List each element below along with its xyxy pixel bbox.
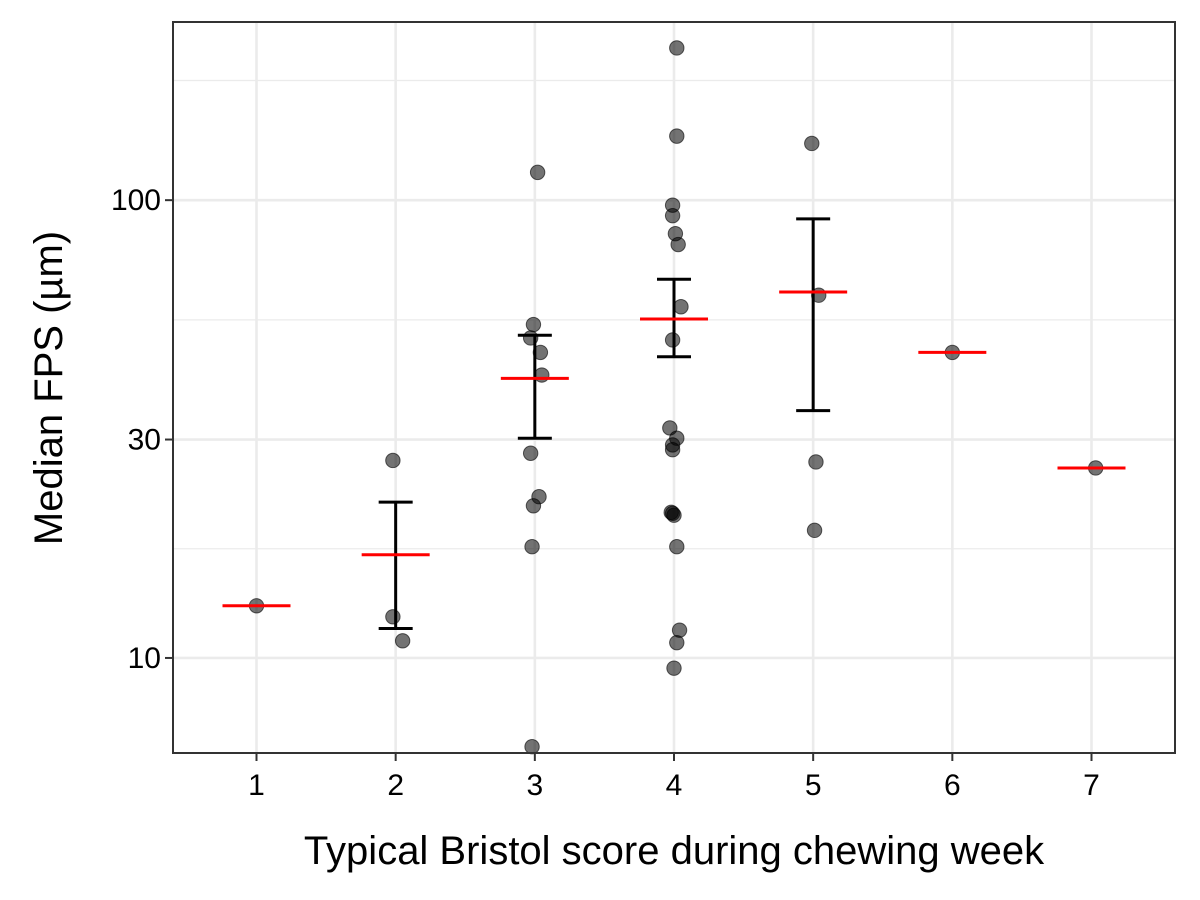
data-point: [806, 522, 823, 539]
x-tick-label: 4: [666, 769, 683, 802]
mean-lines: [222, 290, 1126, 608]
data-point: [532, 344, 549, 361]
error-bar: [378, 500, 413, 630]
x-tick-label: 2: [387, 769, 404, 802]
data-point: [670, 236, 686, 253]
data-point: [525, 498, 542, 514]
x-tick-label: 1: [248, 769, 265, 802]
data-point: [664, 442, 681, 458]
y-tick-label: 10: [128, 642, 161, 675]
y-axis-ticks: 10 30 100: [111, 184, 173, 675]
data-point: [666, 660, 682, 676]
data-point: [529, 164, 546, 181]
x-tick-label: 5: [805, 769, 822, 802]
x-tick-label: 3: [526, 769, 543, 802]
data-point: [524, 538, 540, 555]
y-tick-label: 30: [128, 424, 161, 457]
error-bar: [517, 333, 552, 440]
y-tick-label: 100: [111, 184, 161, 217]
data-point: [669, 634, 685, 651]
x-axis-ticks: 1 2 3 4 5 6 7: [248, 753, 1100, 802]
data-point: [385, 609, 401, 625]
data-point: [669, 128, 685, 144]
data-point: [525, 316, 542, 333]
data-point: [671, 622, 688, 638]
data-point: [673, 299, 689, 315]
data-point: [522, 445, 539, 461]
data-point: [669, 538, 685, 555]
data-point: [385, 452, 401, 469]
error-bar: [796, 217, 831, 413]
data-point: [524, 738, 540, 755]
data-point: [808, 454, 824, 470]
y-axis-title: Median FPS (µm): [27, 231, 71, 545]
x-axis-title: Typical Bristol score during chewing wee…: [304, 829, 1045, 873]
data-point: [666, 507, 682, 523]
data-point: [669, 40, 685, 56]
error-bars: [378, 217, 831, 630]
data-point: [394, 633, 411, 649]
data-point: [534, 367, 550, 383]
data-point: [804, 135, 820, 152]
data-point: [664, 207, 681, 224]
x-tick-label: 6: [944, 769, 961, 802]
x-tick-label: 7: [1083, 769, 1100, 802]
